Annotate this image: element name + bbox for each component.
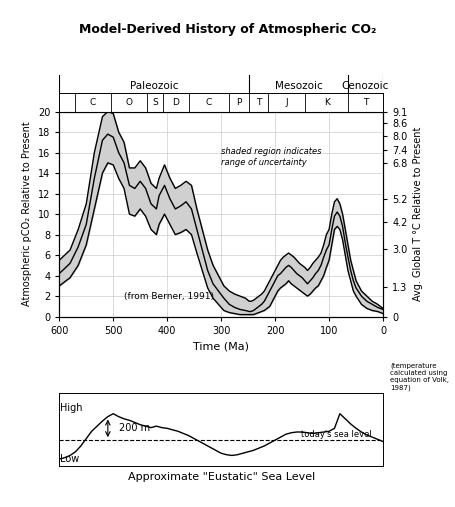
Text: (from Berner, 1991): (from Berner, 1991)	[124, 292, 213, 301]
Text: Low: Low	[60, 454, 80, 464]
Text: shaded region indicates
range of uncertainty: shaded region indicates range of uncerta…	[221, 148, 321, 167]
Text: (temperature
calculated using
equation of Volk,
1987): (temperature calculated using equation o…	[389, 363, 448, 390]
Y-axis label: Avg. Global T °C Relative to Present: Avg. Global T °C Relative to Present	[412, 127, 422, 301]
X-axis label: Time (Ma): Time (Ma)	[193, 341, 248, 351]
Text: today's sea level: today's sea level	[301, 430, 371, 439]
Text: High: High	[60, 403, 83, 413]
Text: 200 m: 200 m	[118, 423, 149, 433]
X-axis label: Approximate "Eustatic" Sea Level: Approximate "Eustatic" Sea Level	[127, 472, 314, 482]
Y-axis label: Atmospheric pCO₂ Relative to Present: Atmospheric pCO₂ Relative to Present	[22, 122, 32, 306]
Text: Model-Derived History of Atmospheric CO₂: Model-Derived History of Atmospheric CO₂	[79, 23, 376, 36]
